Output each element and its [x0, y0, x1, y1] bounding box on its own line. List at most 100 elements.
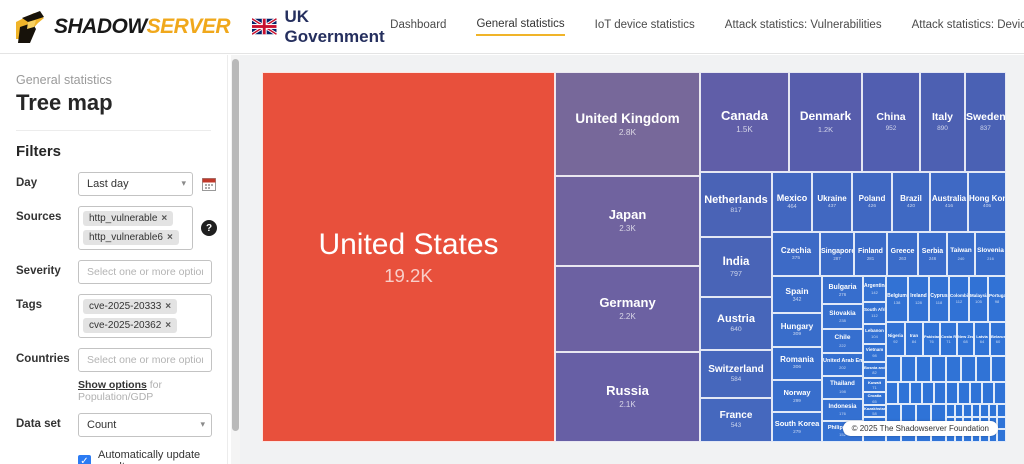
treemap-cell-small[interactable] — [946, 382, 958, 404]
treemap-cell-small[interactable] — [898, 382, 910, 404]
treemap-cell-small[interactable] — [982, 382, 994, 404]
treemap-cell[interactable]: Belgium 138 — [886, 276, 908, 322]
nav-attack-statistics-devices[interactable]: Attack statistics: Devices — [911, 18, 1024, 31]
treemap-cell[interactable]: Italy 890 — [920, 72, 965, 172]
treemap-cell-small[interactable] — [901, 356, 916, 382]
treemap-cell-small[interactable] — [958, 382, 970, 404]
treemap-cell[interactable]: Spain 342 — [772, 276, 822, 313]
treemap-cell[interactable]: China 952 — [862, 72, 920, 172]
countries-input[interactable] — [78, 348, 212, 372]
treemap-cell[interactable]: Kuwait 71 — [863, 378, 886, 392]
treemap-cell-small[interactable] — [961, 356, 976, 382]
treemap-cell-small[interactable] — [910, 382, 922, 404]
treemap-cell[interactable]: Greece 263 — [887, 232, 918, 276]
sidebar-scrollbar-thumb[interactable] — [232, 59, 239, 431]
treemap-cell[interactable]: Germany 2.2K — [555, 266, 700, 352]
shadowserver-brand[interactable]: SHADOWSERVER — [14, 9, 231, 45]
treemap-cell[interactable]: Pakistan 76 — [923, 322, 940, 356]
treemap-cell[interactable]: Belarus 60 — [990, 322, 1006, 356]
treemap-cell[interactable]: Chile 222 — [822, 329, 863, 353]
treemap-cell[interactable]: Canada 1.5K — [700, 72, 789, 172]
treemap-cell[interactable]: Croatia 65 — [863, 392, 886, 405]
treemap-cell[interactable]: Mexico 464 — [772, 172, 812, 232]
treemap-cell-small[interactable] — [976, 356, 991, 382]
remove-tag-icon[interactable] — [161, 213, 167, 224]
treemap-cell[interactable]: Romania 306 — [772, 347, 822, 380]
sources-multiselect[interactable]: http_vulnerable http_vulnerable6 — [78, 206, 193, 250]
treemap-cell[interactable]: United Arab Emi..202 — [822, 353, 863, 376]
treemap-cell[interactable]: Costa Rica71 — [940, 322, 957, 356]
treemap-cell[interactable]: Iran 84 — [905, 322, 923, 356]
treemap-cell[interactable]: Austria 640 — [700, 297, 772, 350]
treemap-cell[interactable]: Nigeria 92 — [886, 322, 905, 356]
treemap-cell[interactable]: South Africa112 — [863, 302, 886, 324]
treemap-cell[interactable]: Switzerland 584 — [700, 350, 772, 398]
treemap-cell-small[interactable] — [946, 356, 961, 382]
show-options-link[interactable]: Show options — [78, 379, 147, 391]
treemap-cell[interactable]: Serbia 246 — [918, 232, 947, 276]
treemap-cell[interactable]: Bulgaria 276 — [822, 276, 863, 304]
treemap-cell[interactable]: Ireland 128 — [908, 276, 929, 322]
remove-tag-icon[interactable] — [167, 232, 173, 243]
treemap-cell[interactable]: Brazil 420 — [892, 172, 930, 232]
treemap-cell[interactable]: India 797 — [700, 237, 772, 297]
treemap-cell[interactable]: Hungary 309 — [772, 313, 822, 347]
treemap-cell-small[interactable] — [970, 382, 982, 404]
tags-multiselect[interactable]: cve-2025-20333 cve-2025-20362 — [78, 294, 212, 338]
remove-tag-icon[interactable] — [165, 301, 171, 312]
treemap-cell[interactable]: Colombia 112 — [949, 276, 969, 322]
treemap-cell-small[interactable] — [886, 382, 898, 404]
treemap-cell[interactable]: Poland 426 — [852, 172, 892, 232]
treemap-cell-small[interactable] — [997, 404, 1006, 417]
treemap-cell-small[interactable] — [922, 382, 934, 404]
treemap-cell[interactable]: France 543 — [700, 398, 772, 442]
treemap-cell-small[interactable] — [946, 404, 955, 417]
treemap-cell[interactable]: Singapore 287 — [820, 232, 854, 276]
treemap-cell-small[interactable] — [997, 429, 1006, 442]
auto-update-checkbox[interactable] — [78, 454, 91, 464]
treemap-cell[interactable]: United States 19.2K — [262, 72, 555, 442]
treemap-cell[interactable]: Ukraine 437 — [812, 172, 852, 232]
treemap-cell[interactable]: Vietnam 98 — [863, 344, 886, 362]
treemap-cell[interactable]: Indonesia 176 — [822, 399, 863, 421]
treemap-cell[interactable]: Cyprus 118 — [929, 276, 949, 322]
treemap-cell[interactable]: Russia 2.1K — [555, 352, 700, 442]
treemap-cell[interactable]: Japan 2.3K — [555, 176, 700, 266]
sources-help-icon[interactable] — [201, 220, 217, 236]
treemap-cell[interactable]: Lebanon 104 — [863, 324, 886, 344]
treemap-cell[interactable]: South Korea 279 — [772, 412, 822, 442]
treemap-cell[interactable]: Australia 416 — [930, 172, 968, 232]
treemap-cell[interactable]: Latvia 64 — [974, 322, 990, 356]
treemap-cell[interactable]: Taiwan 240 — [947, 232, 975, 276]
treemap-cell-small[interactable] — [931, 356, 946, 382]
treemap-cell[interactable]: Netherlands 817 — [700, 172, 772, 237]
treemap-cell-small[interactable] — [934, 382, 946, 404]
treemap-cell-small[interactable] — [963, 404, 972, 417]
treemap-cell[interactable]: Thailand 198 — [822, 376, 863, 399]
sidebar-scrollbar-track[interactable] — [231, 55, 240, 464]
treemap-cell-small[interactable] — [994, 382, 1006, 404]
treemap-cell[interactable]: Norway 299 — [772, 380, 822, 412]
treemap-cell[interactable]: Argentina 142 — [863, 276, 886, 302]
treemap-cell[interactable]: Finland 281 — [854, 232, 887, 276]
treemap-cell[interactable]: Slovakia 238 — [822, 304, 863, 329]
treemap-cell[interactable]: Bosnia and Herz..82 — [863, 362, 886, 378]
treemap-cell-small[interactable] — [954, 404, 964, 417]
treemap-cell-small[interactable] — [980, 404, 989, 417]
nav-attack-statistics-vulnerabilities[interactable]: Attack statistics: Vulnerabilities — [724, 18, 882, 31]
treemap-cell-small[interactable] — [916, 356, 931, 382]
treemap-cell[interactable]: Slovenia 216 — [975, 232, 1006, 276]
severity-input[interactable] — [78, 260, 212, 284]
treemap-cell[interactable]: Sweden 837 — [965, 72, 1006, 172]
calendar-icon[interactable] — [202, 177, 216, 191]
treemap-cell-small[interactable] — [971, 404, 981, 417]
nav-iot-device-statistics[interactable]: IoT device statistics — [594, 18, 695, 31]
treemap-cell[interactable]: Kazakhstan 58 — [863, 405, 886, 417]
treemap-cell-small[interactable] — [991, 356, 1006, 382]
treemap-cell[interactable]: Denmark 1.2K — [789, 72, 862, 172]
treemap-cell[interactable]: Portugal 98 — [988, 276, 1006, 322]
treemap-cell-small[interactable] — [886, 356, 901, 382]
treemap-cell[interactable]: Malaysia 105 — [969, 276, 988, 322]
treemap-cell[interactable]: New Zea..68 — [957, 322, 974, 356]
treemap-cell[interactable]: United Kingdom 2.8K — [555, 72, 700, 176]
